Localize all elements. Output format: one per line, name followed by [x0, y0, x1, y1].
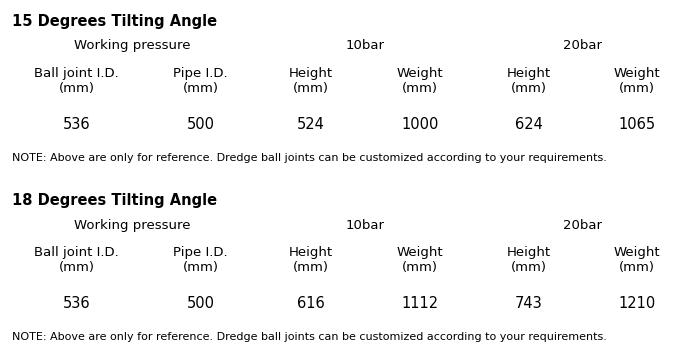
- Text: Ball joint I.D.
(mm): Ball joint I.D. (mm): [34, 67, 119, 95]
- Text: Ball joint I.D.
(mm): Ball joint I.D. (mm): [34, 246, 119, 274]
- Text: 536: 536: [62, 296, 90, 311]
- Text: 500: 500: [187, 296, 215, 311]
- Text: 624: 624: [514, 117, 542, 132]
- Text: Height
(mm): Height (mm): [507, 246, 551, 274]
- Text: Pipe I.D.
(mm): Pipe I.D. (mm): [174, 246, 228, 274]
- Text: 20bar: 20bar: [564, 219, 603, 232]
- Text: Weight
(mm): Weight (mm): [614, 246, 661, 274]
- Text: 10bar: 10bar: [346, 39, 385, 52]
- Text: 524: 524: [297, 117, 325, 132]
- Text: 15 Degrees Tilting Angle: 15 Degrees Tilting Angle: [12, 14, 217, 29]
- Text: 616: 616: [298, 296, 325, 311]
- Text: 10bar: 10bar: [346, 219, 385, 232]
- Text: Working pressure: Working pressure: [74, 219, 191, 232]
- Text: Height
(mm): Height (mm): [507, 67, 551, 95]
- Text: 1210: 1210: [619, 296, 656, 311]
- Text: 1112: 1112: [401, 296, 438, 311]
- Text: Working pressure: Working pressure: [74, 39, 191, 52]
- Text: Weight
(mm): Weight (mm): [396, 246, 443, 274]
- Text: Pipe I.D.
(mm): Pipe I.D. (mm): [174, 67, 228, 95]
- Text: 1065: 1065: [619, 117, 656, 132]
- Text: Height
(mm): Height (mm): [289, 67, 333, 95]
- Text: 18 Degrees Tilting Angle: 18 Degrees Tilting Angle: [12, 193, 217, 208]
- Text: NOTE: Above are only for reference. Dredge ball joints can be customized accordi: NOTE: Above are only for reference. Dred…: [12, 153, 607, 163]
- Text: 536: 536: [62, 117, 90, 132]
- Text: Height
(mm): Height (mm): [289, 246, 333, 274]
- Text: 20bar: 20bar: [564, 39, 603, 52]
- Text: NOTE: Above are only for reference. Dredge ball joints can be customized accordi: NOTE: Above are only for reference. Dred…: [12, 332, 607, 342]
- Text: 1000: 1000: [401, 117, 438, 132]
- Text: 500: 500: [187, 117, 215, 132]
- Text: 743: 743: [514, 296, 542, 311]
- Text: Weight
(mm): Weight (mm): [396, 67, 443, 95]
- Text: Weight
(mm): Weight (mm): [614, 67, 661, 95]
